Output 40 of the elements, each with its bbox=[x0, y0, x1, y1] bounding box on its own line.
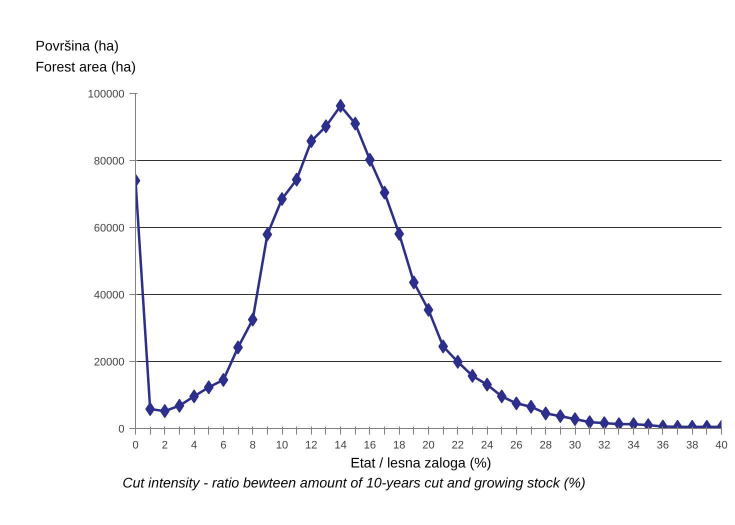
x-tick-label: 30 bbox=[568, 440, 582, 452]
x-tick-label: 8 bbox=[250, 440, 256, 452]
x-tick-label: 26 bbox=[510, 440, 523, 452]
y-tick-label: 20000 bbox=[94, 356, 125, 368]
x-tick-label: 12 bbox=[305, 440, 318, 452]
point bbox=[599, 416, 610, 428]
x-tick-label: 38 bbox=[686, 440, 698, 452]
point bbox=[394, 226, 404, 241]
x-axis-title: Etat / lesna zaloga (%) Cut intensity - ratio bewteen amount of 10-years cut and growing stock (%) bbox=[122, 454, 586, 490]
x-tick-label: 4 bbox=[191, 440, 198, 452]
y-tick-label: 0 bbox=[118, 424, 125, 436]
x-tick-label: 34 bbox=[627, 440, 640, 452]
x-tick-label: 14 bbox=[334, 440, 347, 452]
x-tick-label: 18 bbox=[393, 440, 406, 452]
x-tick-label: 40 bbox=[715, 440, 728, 452]
x-tick-label: 28 bbox=[540, 440, 552, 452]
x-tick-label: 22 bbox=[452, 440, 464, 452]
point bbox=[540, 406, 551, 420]
x-tick-label: 32 bbox=[598, 440, 610, 452]
x-tick-label: 10 bbox=[276, 440, 288, 452]
x-tick-label: 24 bbox=[480, 440, 494, 452]
point bbox=[584, 415, 594, 428]
y-tick-label: 80000 bbox=[94, 156, 125, 168]
y-tick-label: 100000 bbox=[88, 88, 125, 100]
x-tick-label: 36 bbox=[656, 440, 670, 452]
y-tick-label: 60000 bbox=[94, 222, 125, 234]
y-axis-title: Površina (ha) Forest area (ha) bbox=[36, 38, 136, 74]
point bbox=[350, 116, 360, 131]
x-tick-label: 2 bbox=[162, 440, 168, 452]
point bbox=[452, 354, 463, 369]
x-tick-label: 0 bbox=[132, 440, 139, 452]
x-tick-label: 16 bbox=[364, 440, 376, 452]
point bbox=[160, 404, 170, 418]
point bbox=[248, 312, 258, 327]
point bbox=[306, 134, 316, 148]
y-tick-label: 40000 bbox=[94, 290, 125, 302]
x-tick-label: 20 bbox=[422, 440, 435, 452]
point bbox=[204, 380, 214, 394]
point bbox=[496, 389, 507, 404]
x-tick-label: 6 bbox=[220, 440, 226, 452]
